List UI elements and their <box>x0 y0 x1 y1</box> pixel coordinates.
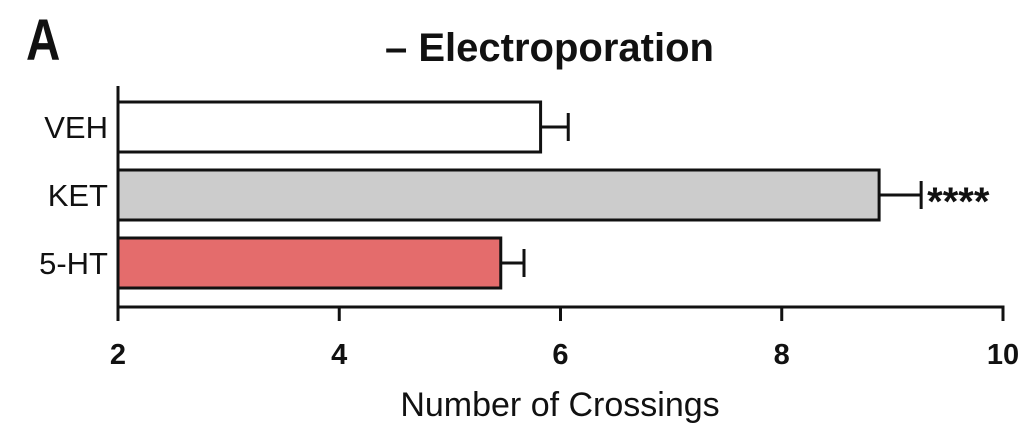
x-tick-label: 2 <box>110 339 126 371</box>
category-label-ket: KET <box>48 178 108 213</box>
x-tick-label: 4 <box>331 339 347 371</box>
significance-annotation: **** <box>927 180 990 224</box>
category-label-5-ht: 5-HT <box>39 246 108 281</box>
x-tick-label: 6 <box>552 339 568 371</box>
x-axis-label: Number of Crossings <box>400 386 719 424</box>
chart-title: – Electroporation <box>385 26 714 70</box>
x-tick-label: 8 <box>774 339 790 371</box>
bar-ket <box>116 168 881 222</box>
bar-veh <box>116 100 543 154</box>
panel-label: A <box>26 8 61 73</box>
x-tick-label: 10 <box>987 339 1019 371</box>
category-label-veh: VEH <box>44 110 108 145</box>
bar-5-ht <box>116 236 503 290</box>
